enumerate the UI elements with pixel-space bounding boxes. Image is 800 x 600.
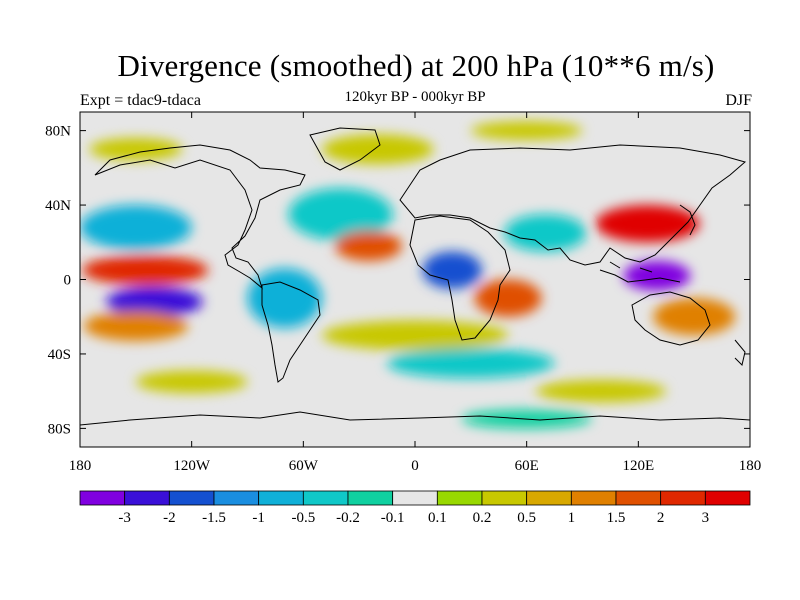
coastline-antarctica — [80, 411, 750, 426]
colorbar-swatch — [704, 490, 751, 506]
lon-tick-label: 60E — [515, 458, 539, 474]
colorbar-label: 0.5 — [517, 510, 536, 526]
lon-tick-label: 180 — [69, 458, 92, 474]
coastline-eurasia — [399, 144, 747, 266]
colorbar-label: -0.5 — [291, 510, 315, 526]
divergence-anomaly-4 — [247, 268, 322, 328]
lon-tick-label: 120W — [173, 458, 211, 474]
coastline-australia — [631, 291, 711, 346]
coastline-south-america — [261, 281, 321, 383]
colorbar-swatch — [168, 490, 215, 506]
colorbar-swatch — [526, 490, 572, 506]
coastlines — [80, 127, 750, 426]
divergence-anomaly-20 — [470, 121, 583, 140]
coastline-greenland — [309, 127, 381, 171]
plot-subtitle: 120kyr BP - 000kyr BP — [344, 89, 486, 105]
colorbar-label: 0.1 — [428, 510, 447, 526]
colorbar: -3 -2 -1.5 -1 -0.5 -0.2 -0.1 0.1 0.2 0.5 1 1.5 2 3 — [79, 490, 751, 526]
colorbar-swatch — [481, 490, 528, 506]
lat-tick-label: 80N — [45, 124, 71, 140]
colorbar-swatch — [392, 490, 438, 506]
longitude-axis: 180 120W 60W 0 60E 120E 180 — [69, 112, 762, 474]
divergence-anomaly-7 — [422, 251, 482, 289]
divergence-field — [80, 121, 736, 429]
divergence-anomaly-0 — [80, 205, 192, 250]
colorbar-label: -0.2 — [336, 510, 360, 526]
coastline-indonesia — [599, 261, 681, 283]
colorbar-swatch — [213, 490, 260, 506]
colorbar-label: 1.5 — [607, 510, 626, 526]
divergence-anomaly-11 — [623, 260, 691, 291]
lat-tick-label: 0 — [64, 273, 72, 289]
lon-tick-label: 120E — [622, 458, 654, 474]
map-panel: 180 120W 60W 0 60E 120E 180 80N 40N 0 40S 80S — [45, 111, 762, 474]
divergence-anomaly-3 — [83, 311, 188, 341]
divergence-anomaly-6 — [334, 231, 402, 261]
colorbar-label: 0.2 — [473, 510, 492, 526]
colorbar-swatch — [660, 490, 706, 506]
colorbar-label: -1 — [252, 510, 265, 526]
divergence-anomaly-12 — [653, 298, 736, 336]
coastline-new-zealand — [734, 339, 746, 366]
colorbar-swatch — [615, 490, 662, 506]
colorbar-swatch — [258, 490, 304, 506]
lon-tick-label: 60W — [289, 458, 319, 474]
divergence-anomaly-5 — [288, 188, 393, 241]
colorbar-label: -0.1 — [381, 510, 405, 526]
colorbar-label: 2 — [657, 510, 665, 526]
coastline-north-america — [94, 144, 306, 290]
colorbar-swatch — [302, 490, 349, 506]
coastline-africa — [409, 215, 511, 341]
lon-tick-label: 180 — [739, 458, 762, 474]
divergence-anomaly-13 — [321, 320, 509, 351]
divergence-anomaly-1 — [81, 255, 209, 286]
lon-tick-label: 0 — [411, 458, 419, 474]
divergence-anomaly-2 — [106, 286, 203, 317]
divergence-anomaly-14 — [387, 348, 555, 379]
lat-tick-label: 40S — [48, 347, 71, 363]
colorbar-label: 1 — [568, 510, 576, 526]
colorbar-swatch — [570, 490, 617, 506]
experiment-label: Expt = tdac9-tdaca — [80, 92, 201, 109]
lat-tick-label: 80S — [48, 421, 71, 437]
colorbar-label: 3 — [702, 510, 710, 526]
season-label: DJF — [725, 92, 752, 109]
divergence-anomaly-18 — [89, 138, 183, 161]
colorbar-label: -3 — [118, 510, 131, 526]
latitude-axis: 80N 40N 0 40S 80S — [45, 124, 750, 437]
colorbar-swatch — [124, 490, 170, 506]
divergence-anomaly-16 — [535, 380, 667, 403]
coastline-japan — [679, 204, 696, 236]
colorbar-swatch — [347, 490, 394, 506]
colorbar-swatch — [79, 490, 126, 506]
colorbar-swatch — [436, 490, 483, 506]
plot-title: Divergence (smoothed) at 200 hPa (10**6 … — [117, 48, 715, 83]
divergence-anomaly-19 — [321, 134, 434, 165]
divergence-anomaly-15 — [135, 370, 248, 394]
divergence-anomaly-8 — [474, 279, 542, 317]
divergence-anomaly-10 — [595, 205, 700, 243]
lat-tick-label: 40N — [45, 198, 71, 214]
colorbar-label: -2 — [163, 510, 176, 526]
divergence-anomaly-9 — [504, 214, 587, 252]
colorbar-label: -1.5 — [202, 510, 226, 526]
